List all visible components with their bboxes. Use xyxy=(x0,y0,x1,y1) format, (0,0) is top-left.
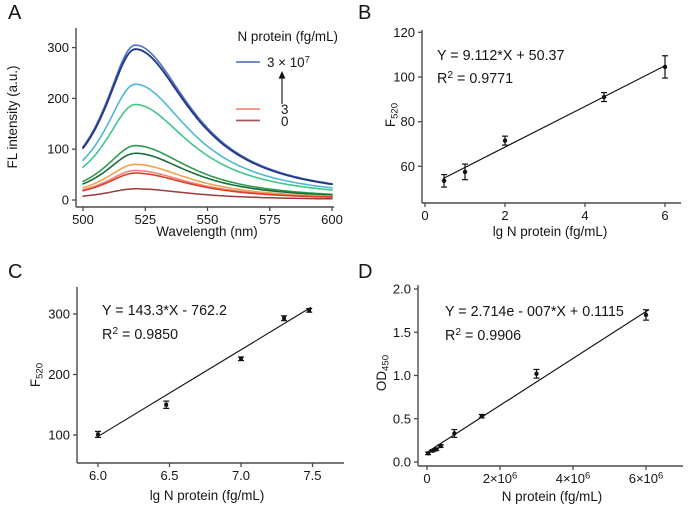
data-point xyxy=(307,308,312,313)
data-point xyxy=(425,451,431,456)
y-tick-label: 100 xyxy=(393,70,415,85)
spectrum-curve-5 xyxy=(82,144,333,196)
x-axis-title: Wavelength (nm) xyxy=(156,224,257,239)
x-tick-label: 7.5 xyxy=(303,468,321,483)
x-tick-label: 6×106 xyxy=(629,469,664,486)
x-tick-label: 4×106 xyxy=(556,469,591,486)
data-point xyxy=(96,432,100,437)
data-point xyxy=(534,371,539,376)
data-point xyxy=(502,138,508,143)
panel-d: 0 2×106 4×106 6×106 0.0 0.5 1.0 1.5 2.0 N protein… xyxy=(350,259,700,518)
fit-line xyxy=(96,306,312,438)
legend-entry-label: 0 xyxy=(281,114,288,129)
x-axis-title: N protein (fg/mL) xyxy=(502,489,602,504)
x-tick-label: 550 xyxy=(197,212,219,227)
panel-c-chart: 6.0 6.5 7.0 7.5 100 200 300 lg N protein (fg/mL… xyxy=(28,287,344,503)
y-tick-label: 0 xyxy=(62,193,69,208)
x-tick-label: 575 xyxy=(259,212,281,227)
y-tick-label: 1.0 xyxy=(393,368,411,383)
data-point xyxy=(662,64,668,70)
y-tick-label: 100 xyxy=(48,428,70,443)
x-tick-label: 4 xyxy=(581,208,588,223)
x-tick-label: 525 xyxy=(134,212,156,227)
x-tick-label: 2 xyxy=(501,208,508,223)
y-tick-label: 2.0 xyxy=(393,282,411,297)
y-tick-label: 300 xyxy=(47,40,69,55)
data-point xyxy=(601,94,607,100)
x-tick-label: 0 xyxy=(423,471,430,486)
panel-c: 6.0 6.5 7.0 7.5 100 200 300 lg N protein (fg/mL… xyxy=(0,259,350,518)
spectrum-curve-2 xyxy=(82,48,333,186)
y-axis-title: F520 xyxy=(28,363,46,387)
data-point xyxy=(239,356,243,361)
y-tick-label: 80 xyxy=(401,114,415,129)
y-axis-title: FL intensity (a.u.) xyxy=(5,66,20,169)
fit-line xyxy=(428,309,650,452)
panel-b: 0 2 4 6 60 80 100 120 lg N protein (fg/mL) F520 Y … xyxy=(350,0,700,259)
r-squared-text: R2 = 0.9850 xyxy=(102,326,178,343)
panel-a: 500 525 550 575 600 0 100 200 300 Wavelength (nm)… xyxy=(0,0,350,259)
x-tick-label: 2×106 xyxy=(483,469,518,486)
spectrum-curve-3 xyxy=(82,83,333,189)
spectrum-curve-4 xyxy=(82,103,333,191)
equation-text: Y = 143.3*X - 762.2 xyxy=(102,303,227,319)
panel-a-label: A xyxy=(8,2,22,24)
y-tick-label: 200 xyxy=(48,367,70,382)
x-tick-label: 6 xyxy=(661,208,668,223)
x-axis-title: lg N protein (fg/mL) xyxy=(150,488,265,503)
x-tick-label: 6.5 xyxy=(160,468,178,483)
equation-text: Y = 9.112*X + 50.37 xyxy=(437,48,565,64)
data-point xyxy=(462,169,468,175)
y-axis-title: OD450 xyxy=(374,355,392,391)
y-tick-label: 300 xyxy=(48,307,70,322)
data-point xyxy=(282,316,286,321)
spectrum-curve-7 xyxy=(82,163,333,198)
y-tick-label: 120 xyxy=(393,25,415,40)
data-point xyxy=(433,447,439,452)
legend-entry-label: 3 × 107 xyxy=(267,54,310,70)
fit-line xyxy=(442,64,667,180)
data-point xyxy=(438,443,443,449)
panel-d-chart: 0 2×106 4×106 6×106 0.0 0.5 1.0 1.5 2.0 N protein… xyxy=(374,282,683,504)
y-axis-title: F520 xyxy=(383,103,401,127)
y-tick-label: 0.5 xyxy=(393,411,411,426)
panel-b-label: B xyxy=(358,2,372,24)
legend-entry-label: 3 xyxy=(281,102,288,117)
x-tick-label: 600 xyxy=(321,212,343,227)
spectrum-curve-10-blank xyxy=(82,188,333,200)
y-tick-label: 200 xyxy=(47,91,69,106)
r-squared-text: R2 = 0.9771 xyxy=(437,70,513,87)
x-axis-title: lg N protein (fg/mL) xyxy=(493,224,608,239)
panel-d-label: D xyxy=(358,261,373,283)
data-point xyxy=(643,312,649,318)
spectrum-curve-6 xyxy=(82,152,333,196)
panel-a-chart: 500 525 550 575 600 0 100 200 300 Wavelength (nm)… xyxy=(5,28,343,239)
y-tick-label: 0.0 xyxy=(393,455,411,470)
spectrum-curve-9 xyxy=(82,172,333,198)
x-tick-label: 500 xyxy=(72,212,94,227)
x-tick-label: 7.0 xyxy=(232,468,250,483)
r-squared-text: R2 = 0.9906 xyxy=(445,327,521,344)
legend-arrow-up-icon xyxy=(278,71,286,79)
x-tick-label: 6.0 xyxy=(89,468,107,483)
y-tick-label: 100 xyxy=(47,142,69,157)
data-point xyxy=(441,178,447,184)
panel-c-label: C xyxy=(8,261,23,283)
data-point xyxy=(430,448,435,453)
data-point xyxy=(452,431,457,436)
x-tick-label: 0 xyxy=(421,208,428,223)
data-point xyxy=(479,413,484,419)
y-tick-label: 1.5 xyxy=(393,325,411,340)
equation-text: Y = 2.714e - 007*X + 0.1115 xyxy=(445,304,624,320)
data-point xyxy=(164,402,169,407)
legend-title: N protein (fg/mL) xyxy=(238,29,338,44)
y-tick-label: 60 xyxy=(401,159,415,174)
panel-b-chart: 0 2 4 6 60 80 100 120 lg N protein (fg/mL) F520 Y … xyxy=(383,25,681,239)
